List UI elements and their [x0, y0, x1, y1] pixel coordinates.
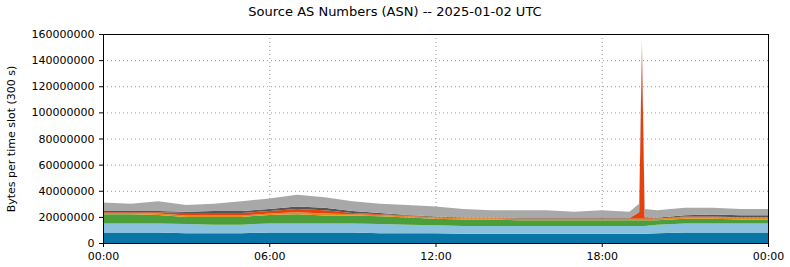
svg-text:100000000: 100000000 — [32, 106, 95, 119]
svg-text:20000000: 20000000 — [39, 211, 95, 224]
svg-text:80000000: 80000000 — [39, 133, 95, 146]
svg-text:18:00: 18:00 — [586, 250, 618, 263]
svg-text:00:00: 00:00 — [88, 250, 120, 263]
svg-text:06:00: 06:00 — [254, 250, 286, 263]
html-text:Source AS Numbers (ASN) -- 202: Source AS Numbers (ASN) -- 2025-01-02 UT… — [248, 4, 542, 19]
svg-text:12:00: 12:00 — [420, 250, 452, 263]
svg-text:120000000: 120000000 — [32, 80, 95, 93]
svg-text:40000000: 40000000 — [39, 185, 95, 198]
svg-text:0: 0 — [88, 237, 95, 250]
svg-text:Bytes per time slot (300 s): Bytes per time slot (300 s) — [5, 66, 18, 213]
svg-text:00:00: 00:00 — [753, 250, 785, 263]
svg-text:60000000: 60000000 — [39, 159, 95, 172]
svg-text:140000000: 140000000 — [32, 54, 95, 67]
svg-text:160000000: 160000000 — [32, 28, 95, 41]
